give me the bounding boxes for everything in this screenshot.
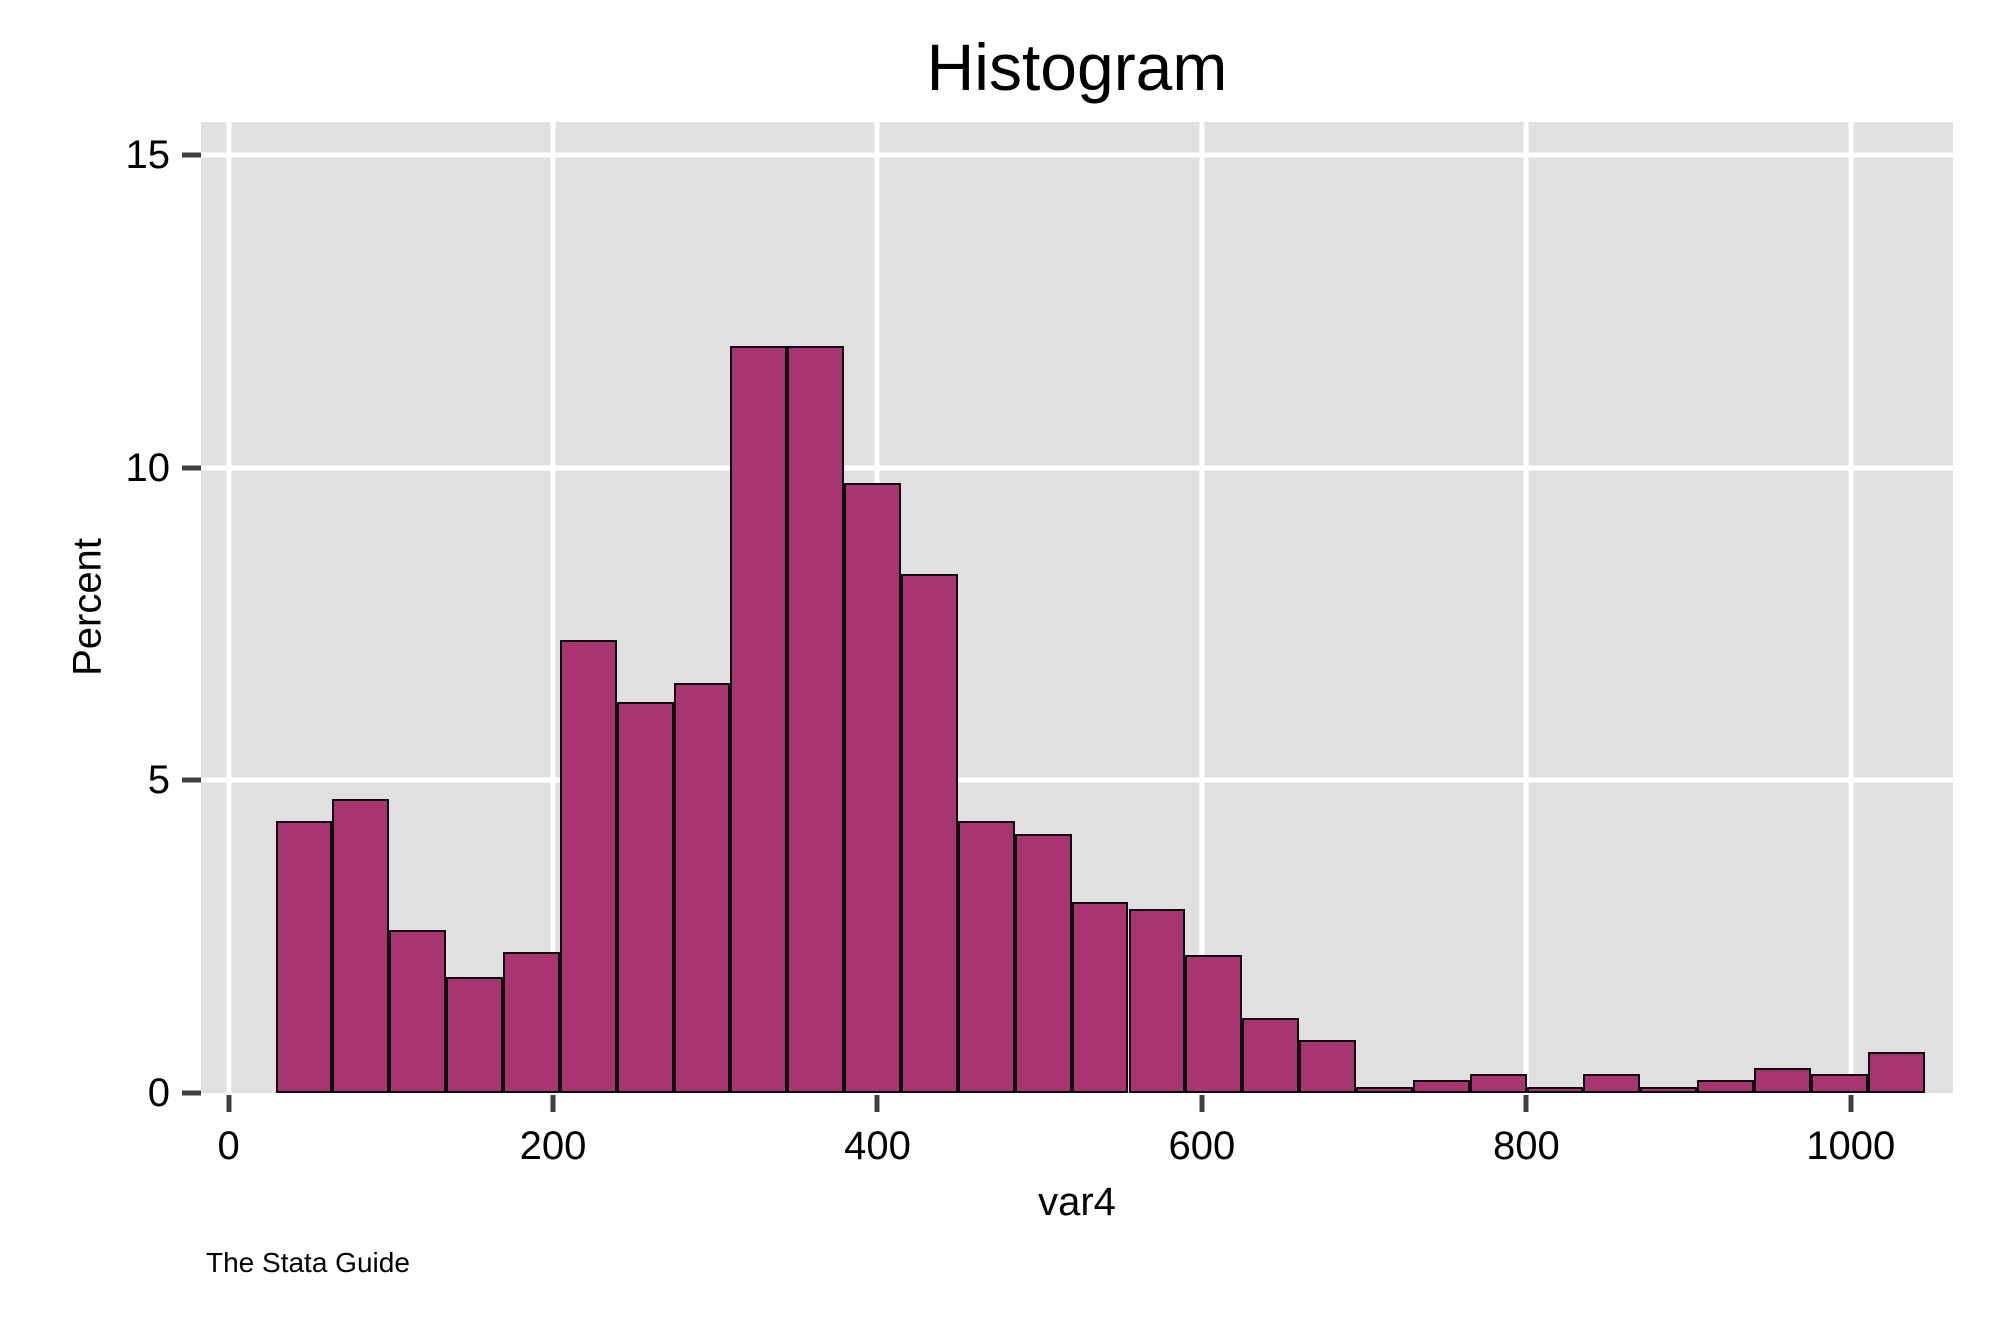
y-tick-label: 0 <box>147 1071 170 1115</box>
y-axis-tick <box>182 465 201 471</box>
x-axis-tick <box>1523 1095 1529 1112</box>
histogram-bar <box>1640 1086 1698 1093</box>
histogram-bar <box>1867 1052 1925 1093</box>
histogram-bar <box>332 799 390 1093</box>
chart-title: Histogram <box>926 30 1228 104</box>
y-axis-tick <box>182 152 201 158</box>
histogram-bar <box>1810 1074 1868 1093</box>
chart-caption: The Stata Guide <box>206 1247 410 1278</box>
y-axis-tick <box>182 777 201 783</box>
x-axis-tick <box>226 1095 232 1112</box>
histogram-bar <box>1697 1080 1754 1093</box>
histogram-bar <box>844 483 902 1093</box>
x-axis-tick <box>1848 1095 1854 1112</box>
grid-line-y <box>201 465 1953 471</box>
y-axis-tick <box>182 1090 201 1096</box>
histogram-bar <box>1583 1074 1641 1093</box>
histogram-bar <box>1526 1086 1584 1093</box>
histogram-bar <box>1355 1086 1413 1093</box>
x-tick-label: 400 <box>844 1124 911 1168</box>
histogram-bar <box>957 821 1015 1093</box>
x-axis-tick <box>874 1095 880 1112</box>
grid-line-x <box>1848 122 1854 1093</box>
histogram-bar <box>559 639 617 1093</box>
histogram-bar <box>1014 833 1072 1093</box>
y-axis-label: Percent <box>65 538 110 676</box>
histogram-bar <box>901 574 958 1093</box>
histogram-bar <box>1753 1067 1811 1093</box>
y-tick-label: 10 <box>125 445 171 490</box>
histogram-bar <box>1242 1017 1300 1093</box>
x-tick-label: 600 <box>1168 1124 1236 1168</box>
x-tick-label: 1000 <box>1806 1124 1896 1168</box>
grid-line-y <box>201 777 1953 783</box>
x-axis-tick <box>550 1095 556 1112</box>
grid-line-x <box>1523 122 1529 1093</box>
histogram-bar <box>275 821 333 1093</box>
histogram-bar <box>673 683 731 1093</box>
grid-line-x <box>550 122 556 1093</box>
histogram-bar <box>1469 1074 1527 1093</box>
x-axis-label: var4 <box>1038 1180 1116 1224</box>
histogram-bar <box>389 930 447 1093</box>
y-tick-label: 15 <box>125 133 171 178</box>
histogram-bar <box>503 952 560 1093</box>
grid-line-x <box>1199 122 1205 1093</box>
histogram-bar <box>730 345 788 1093</box>
histogram-bar <box>1412 1080 1470 1093</box>
histogram-bar <box>1185 955 1243 1093</box>
histogram-bar <box>1071 902 1129 1093</box>
histogram-bar <box>1299 1039 1356 1093</box>
x-tick-label: 800 <box>1492 1124 1560 1168</box>
grid-line-y <box>201 152 1953 158</box>
histogram-bar <box>787 345 845 1093</box>
x-tick-label: 200 <box>519 1124 587 1168</box>
histogram-bar <box>1128 908 1186 1093</box>
x-tick-label: 0 <box>217 1124 240 1168</box>
histogram-bar <box>616 702 674 1093</box>
x-axis-tick <box>1199 1095 1205 1112</box>
plot-area <box>201 122 1953 1093</box>
histogram-bar <box>446 977 504 1093</box>
grid-line-x <box>226 122 232 1093</box>
y-tick-label: 5 <box>147 758 170 803</box>
